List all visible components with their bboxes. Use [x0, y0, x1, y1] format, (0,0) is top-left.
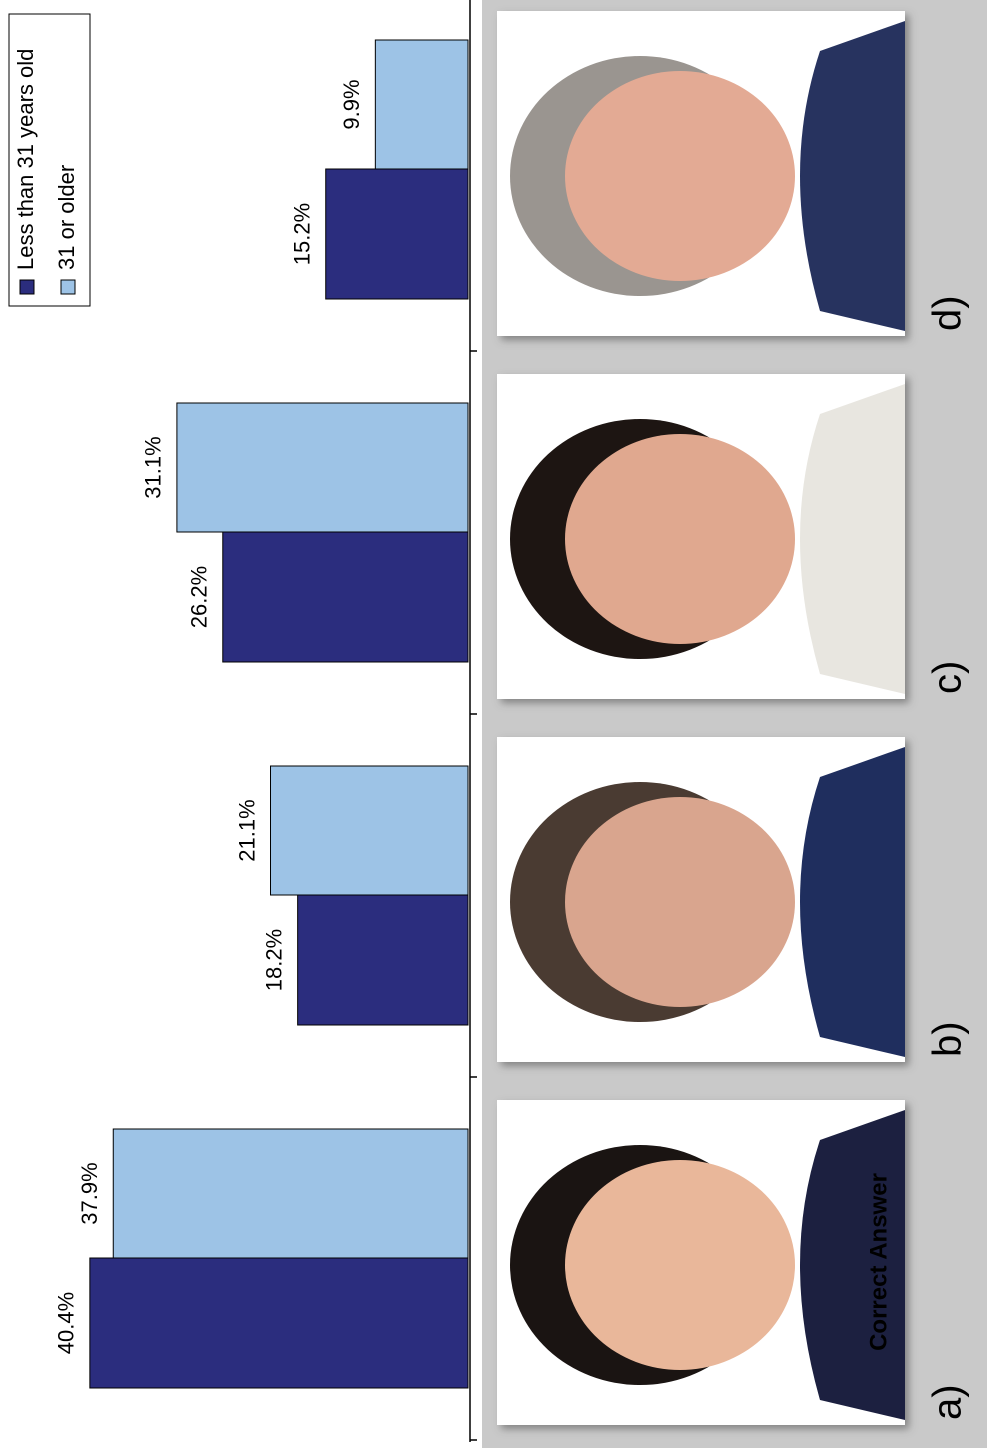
photo-face: [565, 71, 795, 281]
category-label: d): [926, 295, 970, 331]
bar: [89, 1257, 469, 1389]
legend-label: Less than 31 years old: [13, 49, 38, 270]
value-label: 18.2%: [261, 929, 286, 991]
photo-shirt: [800, 21, 905, 331]
value-label: 21.1%: [234, 799, 259, 861]
value-label: 37.9%: [77, 1162, 102, 1224]
legend-swatch: [60, 279, 76, 295]
bar: [270, 765, 469, 896]
value-label: 15.2%: [290, 203, 315, 265]
value-label: 26.2%: [187, 566, 212, 628]
value-label: 40.4%: [54, 1292, 79, 1354]
photo-shirt: [800, 1110, 905, 1420]
photo: [497, 374, 905, 699]
photo-face: [565, 797, 795, 1007]
annotation: Correct Answer: [865, 1173, 892, 1351]
bar: [325, 168, 469, 300]
photo-face: [565, 434, 795, 644]
photo: [497, 11, 905, 336]
photo-face: [565, 1160, 795, 1370]
category-label: c): [926, 661, 970, 694]
photo: [497, 737, 905, 1062]
photo: [497, 1100, 905, 1425]
bar: [297, 894, 469, 1026]
value-label: 9.9%: [339, 79, 364, 129]
category-label: b): [926, 1021, 970, 1057]
legend-swatch: [19, 279, 35, 295]
legend-label: 31 or older: [54, 165, 79, 270]
legend-box: [8, 13, 91, 307]
value-label: 31.1%: [141, 436, 166, 498]
category-label: a): [926, 1384, 970, 1420]
bar: [176, 402, 469, 533]
photos: [497, 11, 905, 1425]
photo-shirt: [800, 384, 905, 694]
photo-shirt: [800, 747, 905, 1057]
bar: [374, 39, 469, 170]
bar: [112, 1128, 469, 1259]
bar: [222, 531, 469, 663]
